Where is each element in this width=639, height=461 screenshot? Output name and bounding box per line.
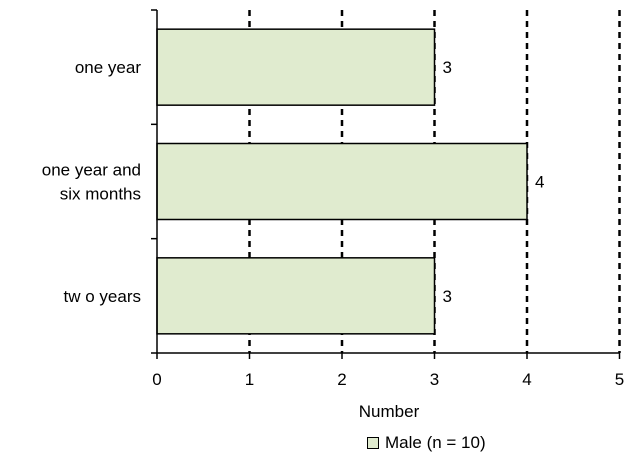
data-label: 3 <box>443 287 452 306</box>
bar <box>156 142 528 221</box>
x-axis-title: Number <box>359 402 420 421</box>
bar <box>156 28 436 106</box>
labels: 3 one year 4 one year and six months 3 tw o ye… <box>42 58 624 389</box>
data-label: 3 <box>443 58 452 77</box>
data-label: 4 <box>535 173 544 192</box>
category-label: one year <box>75 58 141 77</box>
category-label: tw o years <box>64 287 141 306</box>
x-tick-label: 0 <box>152 370 161 389</box>
x-tick-label: 3 <box>430 370 439 389</box>
x-tick-label: 4 <box>522 370 531 389</box>
legend: Male (n = 10) <box>0 433 639 457</box>
x-tick-label: 2 <box>337 370 346 389</box>
legend-label: Male (n = 10) <box>385 433 486 452</box>
x-tick-label: 5 <box>615 370 624 389</box>
axes <box>151 9 621 359</box>
legend-swatch <box>367 437 379 449</box>
bar <box>156 257 436 335</box>
category-label: one year and <box>42 161 141 180</box>
bars <box>156 28 528 335</box>
category-label: six months <box>60 185 141 204</box>
x-tick-label: 1 <box>245 370 254 389</box>
